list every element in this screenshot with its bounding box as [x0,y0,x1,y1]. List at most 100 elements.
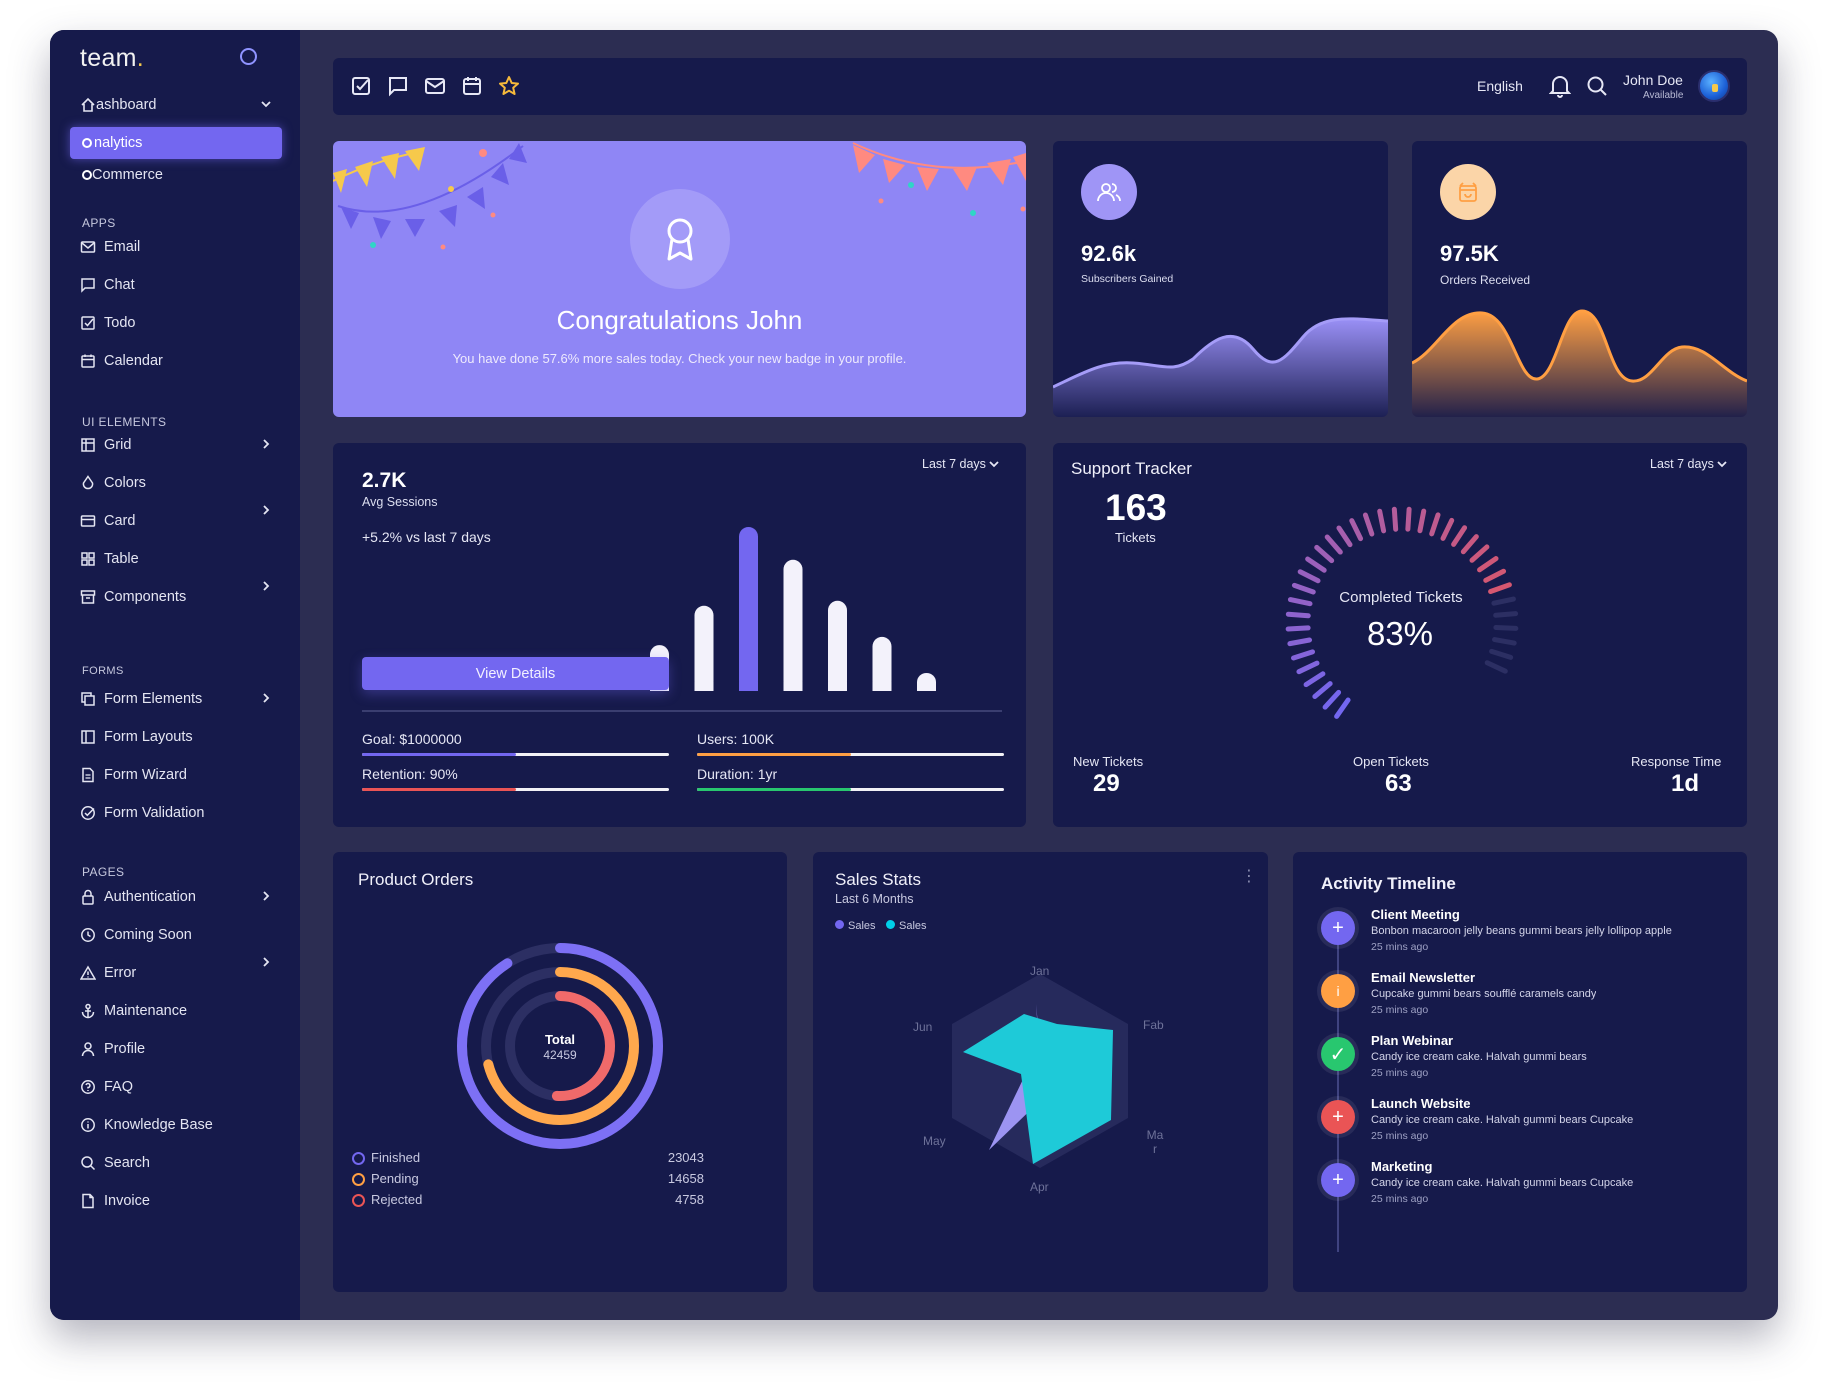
radar-axis-label: Jan [1030,964,1050,978]
archive-icon [80,590,96,604]
table-icon [81,552,95,566]
sales-radar-chart [952,974,1128,1168]
sidebar-item-knowledge-base[interactable]: Knowledge Base [80,1110,280,1140]
sessions-label: Avg Sessions [362,495,438,509]
session-bar [739,527,758,691]
sidebar-item-label: Card [104,513,136,529]
legend-swatch [886,920,895,929]
gauge-segment [1483,568,1507,583]
sidebar-item-table[interactable]: Table [80,544,280,574]
logo[interactable]: team. [80,44,144,73]
sidebar-item-label: Chat [104,277,135,293]
check-circle-icon [81,806,95,820]
sidebar-item-profile[interactable]: Profile [80,1034,280,1064]
gauge-segment [1429,512,1441,537]
sidebar-item-card[interactable]: Card [80,505,280,536]
sidebar-item-ecommerce[interactable]: Commerce [82,160,282,190]
sidebar-item-grid[interactable]: Grid [80,430,280,460]
sidebar-item-email[interactable]: Email [80,232,280,262]
calendar-shortcut-icon[interactable] [460,74,484,98]
legend-circle-icon [352,1194,365,1208]
sidebar-item-invoice[interactable]: Invoice [80,1186,280,1216]
sidebar-item-error[interactable]: Error [80,957,280,988]
gauge-segment [1349,518,1364,542]
timeline-item-time: 25 mins ago [1371,1067,1429,1079]
support-period-dropdown[interactable]: Last 7 days [1650,457,1728,471]
sidebar-item-label: ashboard [96,97,157,113]
todo-shortcut-icon[interactable] [349,74,373,98]
sidebar-collapse-toggle[interactable] [240,48,257,65]
goal-progress-fill [362,753,516,756]
chat-icon [81,278,95,293]
timeline-item-text: Candy ice cream cake. Halvah gummi bears… [1371,1114,1634,1126]
completed-tickets-gauge [1285,506,1519,719]
sidebar-item-search[interactable]: Search [80,1148,280,1178]
search-icon[interactable] [1585,74,1609,98]
user-name[interactable]: John Doe [1623,72,1683,88]
email-shortcut-icon[interactable] [423,74,447,98]
sidebar-item-label: Commerce [92,167,163,183]
sidebar-item-label: Profile [104,1041,146,1057]
sidebar-item-label: Form Elements [104,691,203,707]
timeline-item-time: 25 mins ago [1371,941,1429,953]
gauge-segment [1492,637,1517,646]
product-orders-card: Product Orders Total 42459 Finished 23043… [333,852,787,1292]
legend-circle-icon [352,1152,365,1166]
view-details-button[interactable]: View Details [362,657,669,690]
users-label: Users: 100K [697,731,775,747]
sidebar-item-colors[interactable]: Colors [80,468,280,498]
grid-icon [81,438,95,452]
sidebar-item-label: Table [104,551,139,567]
session-bar [694,605,714,691]
orders-received-label: Orders Received [1440,273,1531,287]
star-icon[interactable] [497,74,521,98]
more-vertical-icon[interactable]: ⋮ [1241,868,1257,885]
timeline-item-title: Client Meeting [1371,907,1460,922]
radar-series-sales-2 [963,1014,1113,1164]
period-label: Last 7 days [1650,457,1714,471]
gauge-segment [1484,660,1508,674]
chat-shortcut-icon[interactable] [386,74,410,98]
sidebar-item-dashboard[interactable]: ashboard [80,90,280,120]
sidebar-item-faq[interactable]: FAQ [80,1072,280,1102]
language-selector[interactable]: English [1477,78,1523,94]
gauge-segment [1477,556,1499,573]
plus-icon: + [1321,911,1355,945]
award-badge [630,189,730,289]
sidebar-item-label: Colors [104,475,146,491]
chevron-down-icon [1717,461,1728,468]
sidebar-item-analytics[interactable]: nalytics [70,127,282,159]
sidebar-item-authentication[interactable]: Authentication [80,882,280,912]
timeline-item-time: 25 mins ago [1371,1004,1429,1016]
duration-progress [697,788,1004,791]
users-icon [1097,183,1121,202]
sidebar-item-maintenance[interactable]: Maintenance [80,996,280,1026]
session-bar [783,559,803,691]
gauge-segment [1493,624,1519,631]
sidebar-item-form-elements[interactable]: Form Elements [80,684,280,714]
award-icon [667,218,693,261]
sidebar-item-calendar[interactable]: Calendar [80,346,280,376]
sidebar-item-form-validation[interactable]: Form Validation [80,798,280,828]
timeline-title: Activity Timeline [1321,874,1456,893]
timeline-item-text: Candy ice cream cake. Halvah gummi bears… [1371,1177,1634,1189]
tickets-value: 163 [1105,487,1167,528]
bell-icon[interactable] [1549,74,1571,98]
radar-axis-label: May [923,1134,946,1148]
duration-progress-fill [697,788,851,791]
finished-ring [457,943,663,1149]
sidebar-item-chat[interactable]: Chat [80,270,280,300]
credit-card-icon [80,515,96,527]
plus-icon: + [1321,1100,1355,1134]
avatar[interactable] [1698,70,1730,102]
sidebar-item-form-wizard[interactable]: Form Wizard [80,760,280,790]
app-window: team. ashboard nalytics Commerce APPS Em… [50,30,1778,1320]
sessions-period-dropdown[interactable]: Last 7 days [922,457,1000,471]
sidebar-item-coming-soon[interactable]: Coming Soon [80,920,280,950]
gauge-segment [1405,506,1412,532]
gauge-segment [1417,508,1427,534]
sidebar-item-components[interactable]: Components [80,581,280,612]
sidebar-item-form-layouts[interactable]: Form Layouts [80,722,280,752]
logo-dot: . [136,44,145,72]
sidebar-item-todo[interactable]: Todo [80,308,280,338]
